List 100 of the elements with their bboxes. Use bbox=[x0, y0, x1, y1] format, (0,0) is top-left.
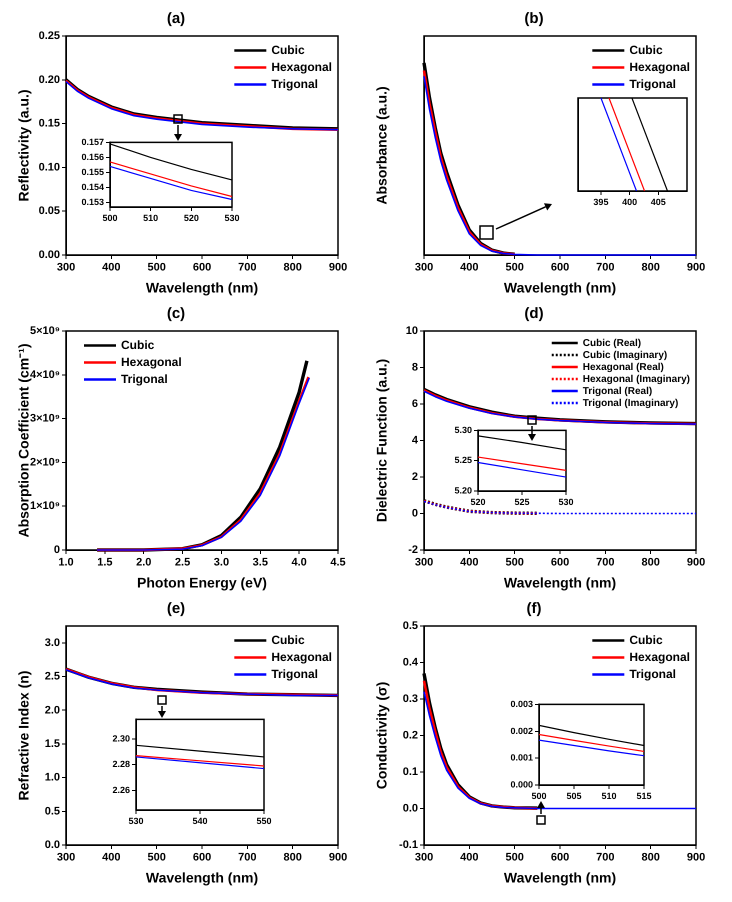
x-tick-label: 505 bbox=[566, 790, 582, 801]
x-tick-label: 700 bbox=[596, 262, 615, 274]
legend-label: Hexagonal bbox=[629, 650, 690, 664]
x-tick-label: 4.0 bbox=[291, 556, 307, 569]
x-tick-label: 800 bbox=[641, 852, 660, 864]
y-tick-label: 0.5 bbox=[402, 620, 418, 632]
x-tick-label: 400 bbox=[460, 556, 479, 569]
y-tick-label: 5.25 bbox=[454, 455, 472, 466]
y-tick-label: 1.5 bbox=[44, 738, 60, 750]
x-tick-label: 900 bbox=[686, 556, 706, 569]
legend-label: Trigonal (Real) bbox=[582, 386, 652, 397]
y-tick-label: 3×10⁹ bbox=[30, 412, 60, 425]
y-axis-title: Reflectivity (a.u.) bbox=[15, 89, 32, 202]
y-tick-label: 0.25 bbox=[38, 30, 60, 42]
y-tick-label: 4×10⁹ bbox=[30, 368, 60, 381]
x-tick-label: 900 bbox=[686, 262, 706, 274]
y-tick-label: 0.4 bbox=[402, 656, 419, 669]
legend-label: Cubic (Imaginary) bbox=[582, 350, 668, 361]
x-tick-label: 540 bbox=[192, 816, 208, 826]
y-tick-label: 2.0 bbox=[44, 704, 60, 716]
x-tick-label: 1.0 bbox=[58, 556, 74, 569]
x-tick-label: 530 bbox=[128, 816, 144, 826]
legend-label: Trigonal bbox=[271, 76, 318, 91]
x-tick-label: 800 bbox=[283, 262, 302, 274]
x-tick-label: 500 bbox=[147, 262, 166, 274]
y-tick-label: 0.05 bbox=[38, 205, 60, 218]
legend-label: Cubic bbox=[121, 338, 155, 352]
y-tick-label: 0.002 bbox=[510, 726, 533, 736]
y-tick-label: -2 bbox=[408, 544, 418, 556]
legend-label: Hexagonal (Real) bbox=[582, 362, 664, 373]
y-tick-label: 0.154 bbox=[81, 182, 104, 192]
x-tick-label: 520 bbox=[184, 212, 199, 223]
y-tick-label: 6 bbox=[412, 398, 418, 410]
x-tick-label: 2.5 bbox=[174, 556, 190, 569]
x-tick-label: 500 bbox=[505, 852, 524, 864]
x-tick-label: 600 bbox=[550, 852, 570, 864]
x-tick-label: 400 bbox=[460, 262, 479, 274]
x-tick-label: 600 bbox=[550, 556, 570, 569]
y-tick-label: 2.26 bbox=[112, 785, 130, 796]
y-axis-title: Conductivity (σ) bbox=[373, 682, 390, 790]
y-tick-label: 0.003 bbox=[510, 698, 533, 709]
legend-label: Cubic bbox=[629, 632, 663, 647]
x-tick-label: 510 bbox=[601, 790, 617, 801]
x-tick-label: 405 bbox=[650, 196, 666, 207]
legend-label: Cubic bbox=[271, 632, 305, 647]
x-tick-label: 300 bbox=[414, 556, 434, 569]
x-tick-label: 3.5 bbox=[252, 556, 268, 569]
x-tick-label: 400 bbox=[102, 262, 121, 274]
x-tick-label: 530 bbox=[224, 212, 240, 223]
y-tick-label: 1.0 bbox=[44, 772, 60, 784]
y-axis-title: Absorbance (a.u.) bbox=[373, 86, 390, 205]
legend-label: Hexagonal bbox=[271, 60, 332, 74]
y-tick-label: 0.5 bbox=[44, 805, 60, 818]
x-tick-label: 395 bbox=[593, 196, 608, 207]
y-tick-label: 5.20 bbox=[454, 485, 472, 496]
x-tick-label: 600 bbox=[192, 852, 212, 864]
x-tick-label: 400 bbox=[102, 852, 121, 864]
x-tick-label: 515 bbox=[636, 790, 652, 801]
chart-title: (e) bbox=[166, 600, 186, 618]
y-tick-label: 0.0 bbox=[402, 802, 418, 815]
x-tick-label: 500 bbox=[531, 790, 547, 801]
y-tick-label: 10 bbox=[406, 325, 418, 338]
chart-title: (b) bbox=[524, 10, 544, 28]
x-axis-title: Wavelength (nm) bbox=[146, 279, 258, 296]
x-axis-title: Photon Energy (eV) bbox=[137, 574, 267, 590]
y-tick-label: 0.155 bbox=[81, 166, 104, 177]
x-tick-label: 300 bbox=[56, 262, 76, 274]
legend-label: Cubic bbox=[271, 42, 305, 57]
x-tick-label: 600 bbox=[192, 262, 212, 274]
y-tick-label: 0.20 bbox=[38, 74, 60, 86]
x-tick-label: 520 bbox=[470, 496, 486, 507]
legend-label: Trigonal (Imaginary) bbox=[582, 398, 678, 409]
x-tick-label: 500 bbox=[505, 262, 524, 274]
legend-label: Cubic bbox=[629, 42, 663, 57]
x-tick-label: 900 bbox=[328, 852, 348, 864]
x-tick-label: 510 bbox=[143, 212, 158, 223]
y-tick-label: 0.00 bbox=[38, 249, 60, 262]
x-tick-label: 400 bbox=[622, 196, 638, 207]
y-tick-label: 0.0 bbox=[44, 839, 60, 852]
x-axis-title: Wavelength (nm) bbox=[504, 574, 616, 590]
y-tick-label: 0 bbox=[54, 544, 60, 556]
x-tick-label: 525 bbox=[514, 496, 530, 507]
x-tick-label: 600 bbox=[550, 262, 570, 274]
legend-label: Cubic (Real) bbox=[582, 338, 642, 349]
chart-title: (c) bbox=[166, 305, 186, 322]
legend-label: Trigonal bbox=[629, 76, 676, 91]
x-tick-label: 700 bbox=[596, 556, 615, 569]
y-tick-label: 0.15 bbox=[38, 118, 60, 130]
y-tick-label: 5.30 bbox=[454, 424, 472, 435]
y-axis-title: Refractive Index (n) bbox=[15, 670, 32, 800]
y-tick-label: 2.28 bbox=[112, 759, 130, 770]
x-tick-label: 4.5 bbox=[330, 556, 346, 569]
chart-title: (d) bbox=[524, 305, 544, 322]
x-tick-label: 530 bbox=[558, 496, 574, 507]
x-tick-label: 700 bbox=[596, 852, 615, 864]
y-tick-label: 8 bbox=[412, 362, 418, 374]
y-tick-label: 0.156 bbox=[81, 152, 104, 162]
x-axis-title: Wavelength (nm) bbox=[504, 869, 616, 886]
x-axis-title: Wavelength (nm) bbox=[146, 869, 258, 886]
x-tick-label: 900 bbox=[686, 852, 706, 864]
